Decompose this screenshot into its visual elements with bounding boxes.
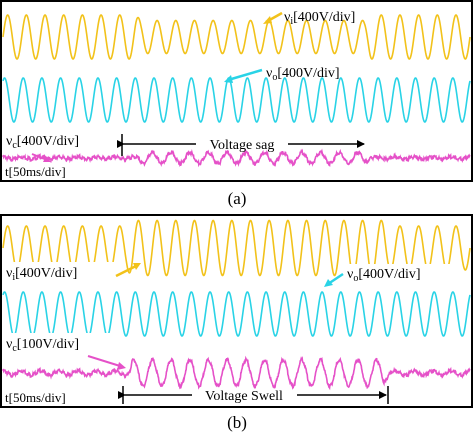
panel-b-event-label: Voltage Swell xyxy=(205,389,283,404)
panel-a-vo-arrowhead xyxy=(224,75,233,83)
trace-o-panel-b xyxy=(2,291,471,337)
panel-b-vi-arrowhead xyxy=(133,263,141,270)
panel-b-time-label-bg xyxy=(3,389,87,405)
panel-b-vi-label: νi[400V/div] xyxy=(6,266,77,283)
panel-b: νi[400V/div] νo[400V/div] νc[100V/div] V… xyxy=(0,214,473,408)
trace-c-panel-a xyxy=(2,148,471,168)
panel-a: νi[400V/div] νo[400V/div] νc[400V/div] V… xyxy=(0,0,473,182)
trace-i-panel-a xyxy=(2,14,471,60)
panel-a-waveforms xyxy=(2,14,471,168)
panel-a-vc-label: νc[400V/div] xyxy=(6,134,79,151)
panel-b-vi-arrow xyxy=(115,264,137,278)
panel-a-vc-arrowhead xyxy=(43,156,51,162)
panel-b-vc-arrow xyxy=(87,355,121,367)
panel-b-vo-label: νo[400V/div] xyxy=(347,267,421,284)
panel-b-vc-arrowhead xyxy=(117,362,126,370)
panel-a-frame xyxy=(0,0,473,182)
panel-a-caption: (a) xyxy=(228,189,247,208)
panel-b-caption: (b) xyxy=(227,413,247,432)
panel-a-vi-label: νi[400V/div] xyxy=(284,10,355,27)
panel-a-time-label: t[50ms/div] xyxy=(5,164,66,179)
panel-b-vc-label-bg xyxy=(4,333,116,351)
trace-c-panel-b xyxy=(2,355,471,391)
panel-b-vc-label: νc[100V/div] xyxy=(6,337,79,354)
panel-b-vo-arrowhead xyxy=(324,279,333,287)
panel-a-time-label-bg xyxy=(3,163,87,179)
trace-o-panel-a xyxy=(2,77,471,123)
panel-b-time-label: t[50ms/div] xyxy=(5,390,66,405)
panel-b-vi-label-bg xyxy=(4,262,116,280)
panel-a-event-label: Voltage sag xyxy=(210,138,275,153)
panel-a-vo-label: νo[400V/div] xyxy=(266,66,340,83)
panel-b-vo-label-bg xyxy=(345,264,451,282)
panel-a-vo-arrow xyxy=(227,68,263,82)
panel-a-vi-arrowhead xyxy=(263,16,272,24)
panel-a-vc-label-bg xyxy=(3,131,113,149)
